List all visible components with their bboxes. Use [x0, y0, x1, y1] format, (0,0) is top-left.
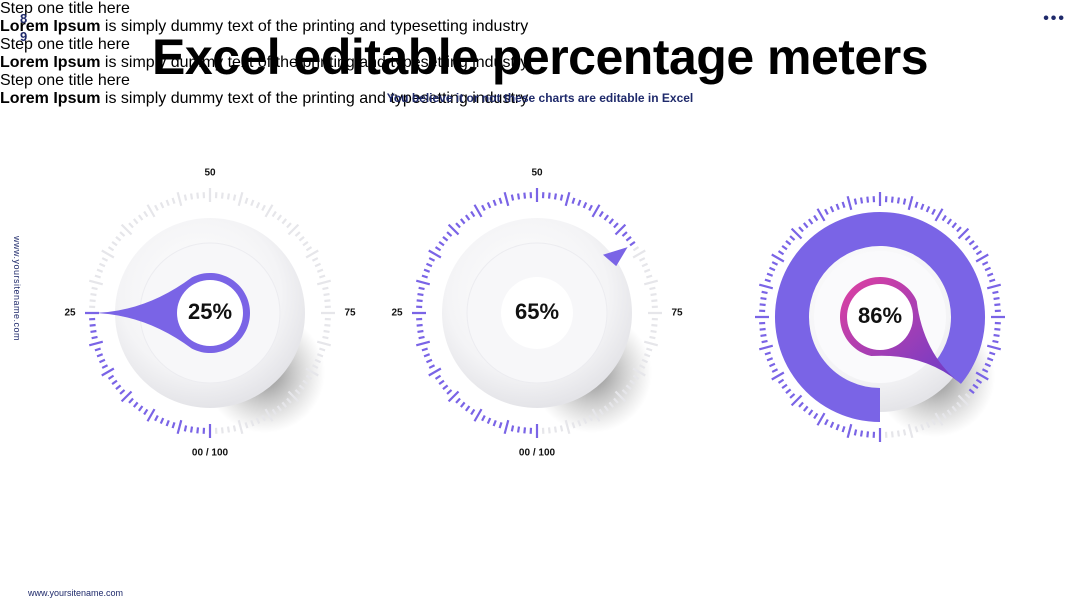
tick-label: 50 [204, 168, 216, 179]
tick-label: 75 [344, 308, 356, 319]
value-ticks [85, 311, 212, 438]
title: Excel editable percentage meters [151, 29, 929, 85]
dial-ticks [541, 246, 662, 435]
description-text: is simply dummy text of the printing and… [104, 90, 529, 107]
description-bold: Lorem Ipsum [0, 54, 101, 71]
description-bold: Lorem Ipsum [0, 90, 101, 107]
side-url: www.yoursitename.com [12, 236, 22, 342]
value-ticks [755, 192, 1005, 442]
description-text: is simply dummy text of the printing and… [104, 54, 529, 71]
menu-dots[interactable]: ••• [1043, 10, 1066, 27]
tick-label: 00 / 100 [192, 448, 229, 459]
tick-label: 25 [391, 308, 403, 319]
page-number: 89 [20, 11, 28, 44]
value-label: 25% [188, 299, 232, 324]
description-bold: Lorem Ipsum [0, 18, 101, 35]
tick-label: 25 [64, 308, 76, 319]
step-description: Lorem Ipsum is simply dummy text of the … [0, 90, 1080, 108]
step-title: Step one title here [0, 0, 130, 17]
step: Step one title here Lorem Ipsum is simply… [0, 72, 1080, 108]
tick-label: 00 / 100 [519, 448, 556, 459]
tick-label: 50 [531, 168, 543, 179]
center-disc [177, 280, 243, 346]
step-description: Lorem Ipsum is simply dummy text of the … [0, 18, 1080, 36]
donut-arc [775, 212, 985, 422]
step-title: Step one title here [0, 36, 130, 53]
subtitle: You believe it or not these charts are e… [386, 91, 694, 105]
step-title: Step one title here [0, 72, 130, 89]
center-disc [847, 284, 913, 350]
step: Step one title here Lorem Ipsum is simply… [0, 0, 1080, 36]
step-description: Lorem Ipsum is simply dummy text of the … [0, 54, 1080, 72]
value-ticks [412, 188, 636, 438]
footer-url: www.yoursitename.com [28, 588, 124, 598]
dial-ticks [884, 393, 971, 439]
value-label: 65% [515, 299, 559, 324]
description-text: is simply dummy text of the printing and… [104, 18, 529, 35]
tick-label: 75 [671, 308, 683, 319]
center-disc [501, 277, 573, 349]
value-label: 86% [858, 303, 902, 328]
step: Step one title here Lorem Ipsum is simply… [0, 36, 1080, 72]
dial-ticks [88, 188, 335, 435]
needle [603, 247, 628, 267]
